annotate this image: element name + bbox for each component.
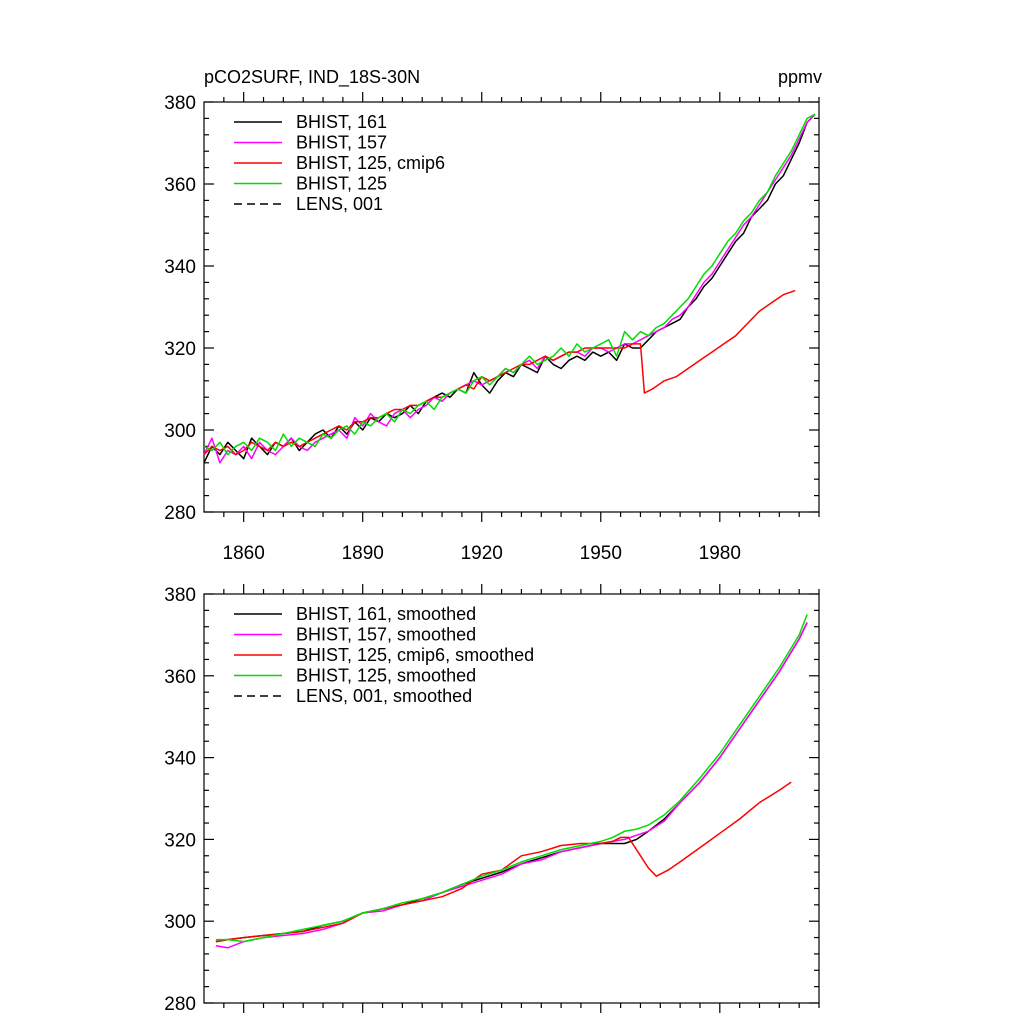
- series-line: [215, 781, 792, 943]
- series-line: [215, 614, 808, 943]
- plot-frame: [203, 593, 820, 1004]
- legend-label: BHIST, 125, smoothed: [296, 666, 476, 686]
- legend-label: BHIST, 157: [296, 133, 387, 153]
- x-tick-label: 1860: [223, 543, 265, 564]
- units-label: ppmv: [778, 67, 822, 87]
- legend-label: LENS, 001: [296, 194, 383, 214]
- top-panel: 280 300 320 340 360 380 1860 1890 1920 1950 1980 BH…: [164, 92, 820, 564]
- series-line: [203, 289, 796, 456]
- plot-frame: [203, 101, 820, 513]
- x-tick-label: 1980: [699, 543, 741, 564]
- y-tick-label: 380: [164, 93, 196, 114]
- plot-title: pCO2SURF, IND_18S-30N: [204, 67, 420, 88]
- x-tick-label: 1920: [461, 543, 503, 564]
- legend-label: BHIST, 125: [296, 174, 387, 194]
- y-tick-label: 300: [164, 912, 196, 933]
- y-tick-label: 340: [164, 749, 196, 770]
- x-tick-label: 1890: [342, 543, 384, 564]
- y-tick-label: 300: [164, 421, 196, 442]
- y-tick-label: 320: [164, 830, 196, 851]
- legend-label: BHIST, 157, smoothed: [296, 625, 476, 645]
- y-tick-label: 360: [164, 175, 196, 196]
- y-tick-label: 280: [164, 503, 196, 524]
- legend-label: BHIST, 125, cmip6, smoothed: [296, 645, 534, 665]
- y-tick-label: 340: [164, 257, 196, 278]
- legend-label: BHIST, 161: [296, 112, 387, 132]
- legend-label: BHIST, 125, cmip6: [296, 153, 445, 173]
- legend-label: BHIST, 161, smoothed: [296, 604, 476, 624]
- series-line: [203, 113, 816, 456]
- y-tick-label: 380: [164, 585, 196, 606]
- y-tick-label: 360: [164, 667, 196, 688]
- legend-label: LENS, 001, smoothed: [296, 686, 472, 706]
- series-line: [215, 622, 808, 949]
- y-tick-label: 280: [164, 994, 196, 1015]
- y-tick-label: 320: [164, 339, 196, 360]
- x-tick-label: 1950: [580, 543, 622, 564]
